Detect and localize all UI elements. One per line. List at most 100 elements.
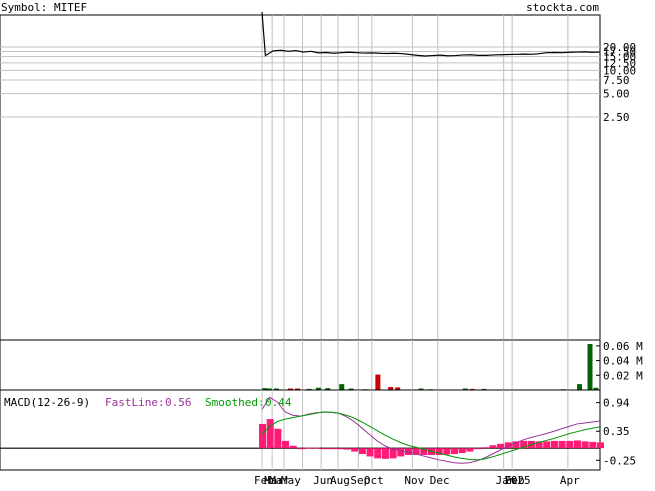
fastline-value: 0.56 (165, 396, 192, 409)
macd-hist-bar-37 (543, 441, 551, 449)
volume-bar-2 (273, 388, 279, 390)
macd-hist-bar-11 (343, 448, 351, 450)
macd-hist-bar-43 (589, 441, 597, 449)
smoothed-label: Smoothed: (205, 396, 265, 409)
price-tick-label-0: 20.00 (603, 41, 636, 54)
volume-bar-18 (481, 388, 487, 390)
macd-hist-bar-6 (305, 447, 313, 449)
price-tick-label-7: 2.50 (603, 111, 630, 124)
macd-tick-label-0: 0.94 (603, 397, 630, 410)
macd-hist-bar-12 (351, 448, 359, 452)
macd-hist-bar-3 (282, 440, 290, 449)
macd-hist-bar-18 (397, 448, 405, 457)
macd-hist-bar-28 (474, 448, 482, 450)
macd-hist-bar-42 (581, 441, 589, 449)
symbol-label: Symbol: MITEF (1, 1, 87, 14)
x-tick-label-9: Dec (430, 474, 450, 486)
x-tick-label-12: Feb (505, 474, 525, 486)
macd-hist-bar-4 (289, 445, 297, 449)
volume-bar-3 (287, 388, 293, 390)
x-tick-label-4: Jun (313, 474, 333, 486)
macd-tick-label-2: -0.25 (603, 454, 636, 467)
macd-panel: MACD(12-26-9) FastLine: 0.56 Smoothed: 0… (0, 389, 636, 471)
macd-hist-bar-41 (573, 440, 581, 449)
volume-bar-5 (306, 388, 312, 390)
x-tick-label-10: Jan (496, 474, 516, 486)
macd-hist-bar-0 (259, 423, 266, 449)
macd-hist-bar-23 (435, 448, 443, 455)
macd-hist-bar-9 (328, 448, 336, 450)
macd-hist-bar-34 (520, 440, 528, 449)
volume-bar-20 (577, 384, 583, 390)
macd-hist-bar-27 (466, 448, 474, 452)
price-tick-label-3: 12.50 (603, 57, 636, 70)
volume-panel: 0.06 M 0.04 M0.02 M (0, 339, 643, 391)
macd-hist-bar-19 (404, 448, 412, 455)
macd-hist-bar-30 (489, 445, 497, 449)
volume-tick-label-1: 0.04 M (603, 355, 643, 368)
volume-bar-6 (315, 387, 321, 390)
volume-bar-14 (418, 388, 424, 390)
volume-bar-9 (348, 388, 354, 390)
x-tick-label-2: Mar (269, 474, 289, 486)
macd-hist-bar-24 (443, 448, 451, 455)
site-watermark: stockta.com (526, 1, 599, 14)
macd-hist-bar-36 (535, 441, 543, 449)
x-tick-label-3: May (281, 474, 301, 486)
macd-title: MACD(12-26-9) (4, 396, 90, 409)
fastline-label: FastLine: (105, 396, 165, 409)
volume-bar-16 (462, 388, 468, 390)
macd-hist-bar-33 (512, 441, 520, 449)
volume-bar-0 (262, 388, 268, 390)
macd-frame (0, 389, 601, 471)
macd-hist-bar-40 (566, 440, 574, 449)
x-tick-label-1: Mar (264, 474, 284, 486)
macd-hist-bar-5 (297, 448, 305, 450)
macd-hist-bar-25 (451, 448, 459, 454)
volume-bar-17 (469, 388, 475, 390)
volume-bar-22 (593, 387, 599, 390)
volume-tick-label-0: 0.06 M (603, 340, 643, 353)
price-tick-label-6: 5.00 (603, 88, 630, 101)
volume-bar-7 (325, 388, 331, 390)
macd-tick-label-1: 0.35 (603, 425, 630, 438)
macd-hist-bar-32 (504, 442, 512, 449)
price-frame (0, 14, 601, 341)
price-tick-label-4: 10.00 (603, 64, 636, 77)
macd-hist-bar-31 (497, 443, 505, 449)
smoothed-series (261, 411, 601, 461)
macd-hist-bar-7 (312, 447, 320, 449)
macd-hist-bar-8 (320, 448, 328, 450)
x-tick-label-6: Sep (350, 474, 370, 486)
macd-hist-bar-21 (420, 448, 428, 455)
macd-hist-bar-2 (274, 428, 282, 449)
volume-tick-label-2: 0.02 M (603, 369, 643, 382)
volume-bar-1 (266, 388, 272, 390)
x-tick-label-0: Feb (254, 474, 274, 486)
macd-hist-bar-20 (412, 448, 420, 455)
macd-hist-bar-26 (458, 448, 466, 454)
x-tick-label-11: 2025 (504, 474, 531, 486)
macd-hist-bar-17 (389, 448, 397, 459)
macd-hist-bar-15 (374, 448, 382, 459)
price-tick-label-5: 7.50 (603, 74, 630, 87)
macd-hist-bar-10 (335, 448, 343, 450)
volume-bar-21 (587, 344, 593, 390)
macd-hist-bar-29 (481, 447, 489, 449)
price-line (261, 11, 601, 57)
volume-bar-8 (339, 384, 345, 390)
macd-hist-bar-14 (366, 448, 374, 457)
price-tick-label-2: 15.00 (603, 51, 636, 64)
macd-hist-bar-16 (381, 448, 389, 459)
x-tick-label-5: Aug (330, 474, 350, 486)
macd-hist-bar-44 (597, 442, 604, 449)
volume-frame (0, 339, 601, 391)
price-tick-label-1: 17.50 (603, 45, 636, 58)
x-tick-label-13: Apr (560, 474, 580, 486)
macd-hist-bar-1 (266, 419, 274, 449)
volume-bar-4 (294, 388, 300, 390)
